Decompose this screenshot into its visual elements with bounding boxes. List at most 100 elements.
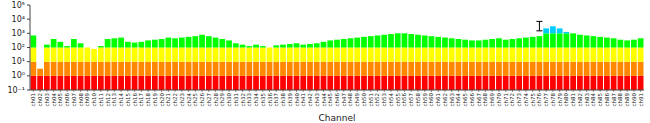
bar-segment — [361, 76, 367, 90]
bar-segment — [476, 48, 482, 62]
bar-segment — [118, 48, 124, 62]
x-tick — [87, 90, 88, 92]
bar-segment — [368, 48, 374, 62]
bar-segment — [638, 62, 644, 76]
y-tick — [27, 5, 30, 6]
bar-segment — [354, 76, 360, 90]
bar-segment — [240, 76, 246, 90]
y-tick-label: 10² — [12, 43, 25, 52]
bar-segment — [51, 62, 57, 76]
x-axis-label: Channel — [319, 113, 356, 123]
bar-segment — [496, 48, 502, 62]
bar-segment — [388, 48, 394, 62]
x-tick-label: ch09 — [84, 93, 90, 107]
x-tick-label: ch17 — [138, 93, 144, 107]
bar-segment — [570, 48, 576, 62]
x-tick-label: ch58 — [415, 93, 421, 107]
x-tick — [100, 90, 101, 92]
bar-segment — [483, 40, 489, 48]
bar-segment — [84, 48, 90, 62]
y-tick — [27, 47, 30, 48]
bar-segment — [172, 62, 178, 76]
x-tick — [33, 90, 34, 92]
bar-segment — [624, 40, 630, 47]
y-tick-label: 10⁰ — [12, 71, 25, 80]
bar-segment — [348, 38, 354, 47]
bar-segment — [132, 62, 138, 76]
x-tick-label: ch74 — [523, 93, 529, 107]
bar-segment — [314, 43, 320, 47]
x-tick-label: ch72 — [509, 93, 515, 107]
bar-segment — [280, 62, 286, 76]
x-tick-label: ch40 — [294, 93, 300, 107]
error-bar-line — [539, 21, 540, 30]
bar-segment — [570, 33, 576, 47]
x-tick — [343, 90, 344, 92]
bar-segment — [395, 76, 401, 90]
bar-segment — [294, 48, 300, 62]
bar-segment — [98, 48, 104, 62]
bar-segment — [246, 76, 252, 90]
bar-segment — [159, 48, 165, 62]
bar-segment — [98, 46, 104, 47]
x-tick — [498, 90, 499, 92]
x-tick — [323, 90, 324, 92]
x-tick-label: ch41 — [300, 93, 306, 107]
bar-segment — [111, 62, 117, 76]
bar-segment — [226, 40, 232, 47]
bar-segment — [327, 76, 333, 90]
x-tick — [229, 90, 230, 92]
bar-segment — [172, 48, 178, 62]
bar-segment — [361, 48, 367, 62]
bar-segment — [550, 26, 556, 33]
bar-segment — [631, 40, 637, 48]
x-tick — [195, 90, 196, 92]
bar-segment — [435, 62, 441, 76]
bar-segment — [105, 62, 111, 76]
x-tick — [552, 90, 553, 92]
bar-segment — [71, 48, 77, 62]
bar-segment — [98, 62, 104, 76]
bar-segment — [233, 48, 239, 62]
bar-segment — [105, 48, 111, 62]
error-bar-cap — [536, 21, 542, 22]
bar-segment — [307, 44, 313, 48]
bar-segment — [456, 62, 462, 76]
bar-segment — [334, 40, 340, 48]
bar-segment — [321, 76, 327, 90]
x-tick — [600, 90, 601, 92]
bar-segment — [496, 62, 502, 76]
y-tick — [27, 33, 30, 34]
bar-segment — [125, 76, 131, 90]
bar-segment — [138, 48, 144, 62]
bar-segment — [78, 43, 84, 47]
x-tick — [390, 90, 391, 92]
x-tick — [465, 90, 466, 92]
bar-segment — [152, 40, 158, 48]
bar-segment — [368, 62, 374, 76]
bar-segment — [611, 48, 617, 62]
bar-segment — [584, 35, 590, 47]
bar-segment — [111, 76, 117, 90]
x-tick — [283, 90, 284, 92]
bar-segment — [557, 28, 563, 33]
x-tick-label: ch50 — [361, 93, 367, 107]
x-tick — [627, 90, 628, 92]
bar-segment — [57, 48, 63, 62]
bar-segment — [260, 62, 266, 76]
x-tick — [438, 90, 439, 92]
x-tick — [431, 90, 432, 92]
y-tick-label: 10¹ — [12, 57, 25, 66]
bar-segment — [557, 62, 563, 76]
bar-segment — [327, 40, 333, 47]
bar-segment — [300, 48, 306, 62]
bar-segment — [125, 42, 131, 48]
x-tick-label: ch19 — [152, 93, 158, 107]
bar-segment — [550, 62, 556, 76]
bar-segment — [145, 62, 151, 76]
bar-segment — [469, 62, 475, 76]
y-tick-label: 10⁴ — [12, 15, 25, 24]
bar-segment — [402, 76, 408, 90]
bar-segment — [132, 76, 138, 90]
bar-segment — [543, 28, 549, 33]
